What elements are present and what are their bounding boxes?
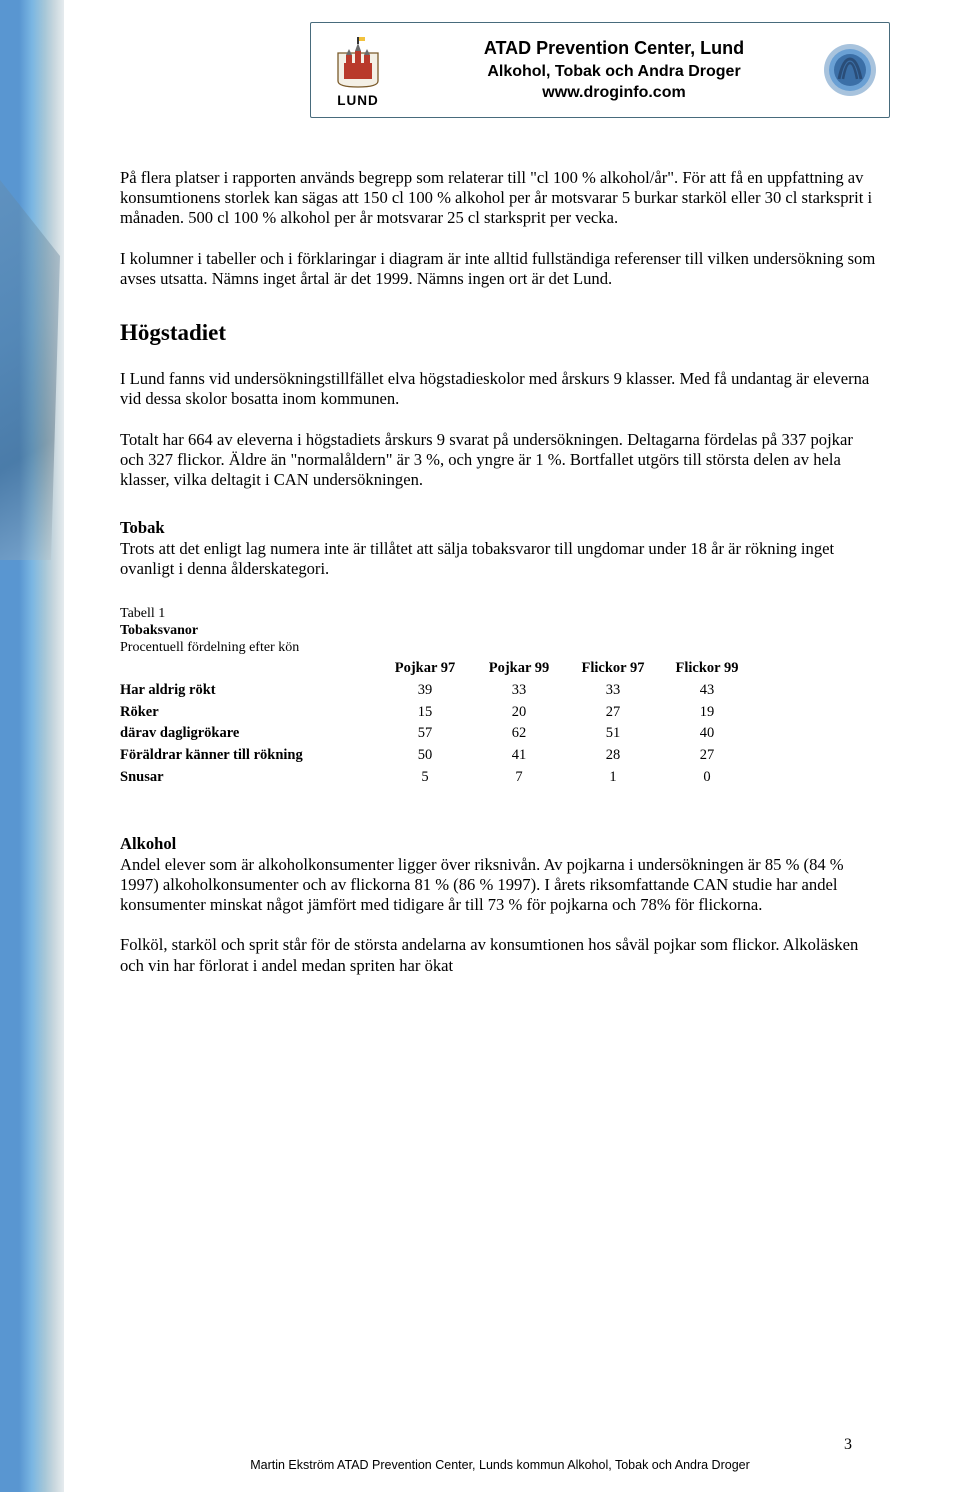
table1-cell: 20	[472, 702, 566, 724]
table1-cell: 1	[566, 767, 660, 789]
paragraph-intro-2: I kolumner i tabeller och i förklaringar…	[120, 249, 880, 289]
table-row: Har aldrig rökt39333343	[120, 680, 754, 702]
table1-col-header: Pojkar 99	[472, 658, 566, 680]
table1-col-header: Flickor 97	[566, 658, 660, 680]
table1-row-label: Föräldrar känner till rökning	[120, 745, 378, 767]
table1-row-label: Snusar	[120, 767, 378, 789]
header-box: LUND ATAD Prevention Center, Lund Alkoho…	[310, 22, 890, 118]
lund-crest-icon	[334, 33, 382, 89]
table1-col-header: Flickor 99	[660, 658, 754, 680]
heading-tobak: Tobak	[120, 518, 880, 538]
decorative-left-strip	[0, 0, 64, 1492]
table1-cell: 27	[660, 745, 754, 767]
table1-cell: 39	[378, 680, 472, 702]
atad-badge-icon	[821, 43, 879, 97]
table1-cell: 43	[660, 680, 754, 702]
table1-caption: Tabell 1 Tobaksvanor Procentuell fördeln…	[120, 605, 880, 656]
header-title: ATAD Prevention Center, Lund	[407, 36, 821, 60]
table1-row-label: Röker	[120, 702, 378, 724]
table1-caption-line2: Tobaksvanor	[120, 622, 880, 639]
table1-cell: 0	[660, 767, 754, 789]
table1-cell: 62	[472, 723, 566, 745]
table1-cell: 51	[566, 723, 660, 745]
table1-cell: 57	[378, 723, 472, 745]
table1-cell: 40	[660, 723, 754, 745]
table1-cell: 15	[378, 702, 472, 724]
lund-crest-column: LUND	[321, 33, 395, 108]
table1-cell: 50	[378, 745, 472, 767]
paragraph-alkohol-2: Folköl, starköl och sprit står för de st…	[120, 935, 880, 975]
table1-cell: 41	[472, 745, 566, 767]
heading-alkohol: Alkohol	[120, 834, 880, 854]
table1-cell: 7	[472, 767, 566, 789]
table1-row-label: därav dagligrökare	[120, 723, 378, 745]
lund-label: LUND	[337, 93, 379, 108]
page-number: 3	[844, 1436, 852, 1454]
table-row: Röker15202719	[120, 702, 754, 724]
header-text-block: ATAD Prevention Center, Lund Alkohol, To…	[407, 36, 821, 103]
table1-cell: 19	[660, 702, 754, 724]
table1-cell: 33	[472, 680, 566, 702]
table-row: därav dagligrökare57625140	[120, 723, 754, 745]
paragraph-tobak: Trots att det enligt lag numera inte är …	[120, 539, 880, 579]
table1-col-header: Pojkar 97	[378, 658, 472, 680]
table1-cell: 33	[566, 680, 660, 702]
footer-text: Martin Ekström ATAD Prevention Center, L…	[100, 1458, 900, 1472]
table-row: Snusar5710	[120, 767, 754, 789]
table1-caption-line1: Tabell 1	[120, 605, 880, 622]
paragraph-hogstadiet-2: Totalt har 664 av eleverna i högstadiets…	[120, 430, 880, 491]
decorative-mountain	[0, 180, 60, 560]
header-link: www.droginfo.com	[407, 82, 821, 104]
table-row: Föräldrar känner till rökning50412827	[120, 745, 754, 767]
paragraph-intro-1: På flera platser i rapporten används beg…	[120, 168, 880, 229]
heading-hogstadiet: Högstadiet	[120, 319, 880, 347]
table1: Pojkar 97 Pojkar 99 Flickor 97 Flickor 9…	[120, 658, 754, 788]
table1-row-label: Har aldrig rökt	[120, 680, 378, 702]
table1-cell: 27	[566, 702, 660, 724]
table1-caption-line3: Procentuell fördelning efter kön	[120, 639, 880, 656]
paragraph-alkohol-1: Andel elever som är alkoholkonsumenter l…	[120, 855, 880, 916]
table1-cell: 5	[378, 767, 472, 789]
header-subtitle: Alkohol, Tobak och Andra Droger	[407, 61, 821, 83]
paragraph-hogstadiet-1: I Lund fanns vid undersökningstillfället…	[120, 369, 880, 409]
table1-cell: 28	[566, 745, 660, 767]
